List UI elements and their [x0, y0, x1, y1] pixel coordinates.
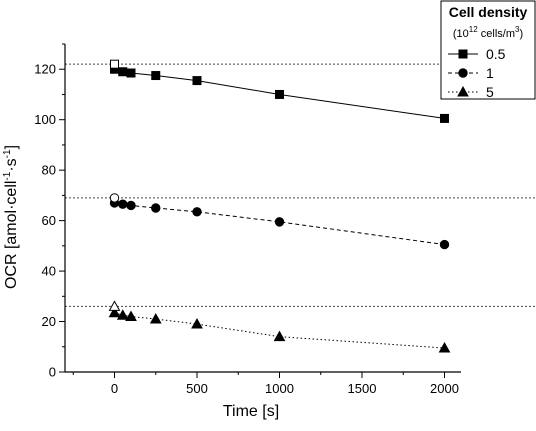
- data-point-0-4: [192, 76, 202, 86]
- legend-subtitle-sup: 12: [469, 25, 478, 34]
- data-point-1-6: [439, 239, 450, 250]
- x-tick-label-500: 500: [186, 381, 208, 396]
- initial-point-1: [109, 193, 120, 203]
- y-tick-label-40: 40: [42, 264, 56, 279]
- series-layer: [108, 59, 451, 353]
- x-tick-label-1500: 1500: [348, 381, 377, 396]
- legend-box: [440, 0, 536, 100]
- y-label-prefix: OCR [amol: [3, 210, 20, 289]
- legend-subtitle: (1012 cells/m3): [453, 25, 523, 40]
- y-tick-label-20: 20: [42, 314, 56, 329]
- y-label-dot-2: ·: [3, 166, 20, 171]
- data-point-2-6: [438, 342, 451, 353]
- legend-marker-1: [458, 68, 468, 78]
- data-point-0-3: [151, 71, 161, 81]
- y-axis-label: OCR [amol·cell-1·s-1]: [2, 145, 20, 289]
- x-tick-label-1000: 1000: [265, 381, 294, 396]
- data-point-2-4: [191, 318, 203, 329]
- initial-point-0: [110, 59, 119, 69]
- legend-label-1: 1: [486, 65, 494, 81]
- data-point-2-5: [273, 330, 286, 342]
- axes: 0 500 1000 1500 2000 0 20 40 60 80 100 120: [34, 43, 461, 396]
- y-tick-label-60: 60: [42, 213, 56, 228]
- legend-marker-2: [457, 85, 469, 97]
- series-line-2: [114, 312, 445, 349]
- legend-label-2: 5: [486, 84, 494, 100]
- y-tick-label-120: 120: [34, 62, 56, 77]
- y-tick-label-80: 80: [42, 163, 56, 178]
- legend-title: Cell density: [449, 4, 528, 20]
- data-point-0-1: [118, 67, 128, 77]
- y-label-sup-2: -1: [2, 149, 13, 158]
- data-point-2-3: [149, 312, 162, 324]
- legend-subtitle-pre: (10: [453, 28, 469, 40]
- data-point-1-4: [192, 207, 202, 217]
- series-1: [109, 193, 450, 250]
- legend-subtitle-mid: cells/m: [478, 28, 515, 40]
- y-label-s: s: [3, 158, 20, 166]
- legend-subtitle-sup2: 3: [515, 25, 520, 34]
- legend-entries: 0.5 1 5: [448, 46, 506, 100]
- y-label-sup-1: -1: [2, 171, 13, 180]
- initial-point-2: [108, 300, 121, 311]
- data-point-0-6: [440, 113, 449, 123]
- series-0: [110, 59, 449, 123]
- reference-lines: [65, 63, 536, 307]
- data-point-1-2: [126, 200, 136, 211]
- x-axis-label: Time [s]: [223, 403, 279, 420]
- y-tick-label-100: 100: [34, 112, 56, 127]
- series-2: [108, 300, 451, 353]
- y-label-suffix: ]: [3, 145, 20, 149]
- y-label-cell: cell: [3, 181, 20, 205]
- legend: Cell density (1012 cells/m3) 0.5 1 5: [440, 0, 536, 100]
- data-point-2-2: [125, 310, 137, 321]
- legend-label-0: 0.5: [486, 46, 506, 62]
- y-tick-label-0: 0: [49, 365, 56, 380]
- legend-subtitle-post: ): [519, 28, 523, 40]
- data-point-0-5: [275, 89, 284, 99]
- legend-marker-0: [458, 49, 468, 59]
- data-point-1-3: [151, 203, 161, 213]
- x-tick-label-2000: 2000: [430, 381, 459, 396]
- x-tick-label-0: 0: [111, 381, 118, 396]
- data-point-2-1: [116, 309, 129, 320]
- data-point-1-5: [274, 217, 285, 227]
- data-point-2-0: [108, 306, 121, 318]
- data-point-0-2: [126, 68, 136, 78]
- data-point-1-1: [118, 199, 128, 209]
- y-label-dot-1: ·: [3, 205, 20, 210]
